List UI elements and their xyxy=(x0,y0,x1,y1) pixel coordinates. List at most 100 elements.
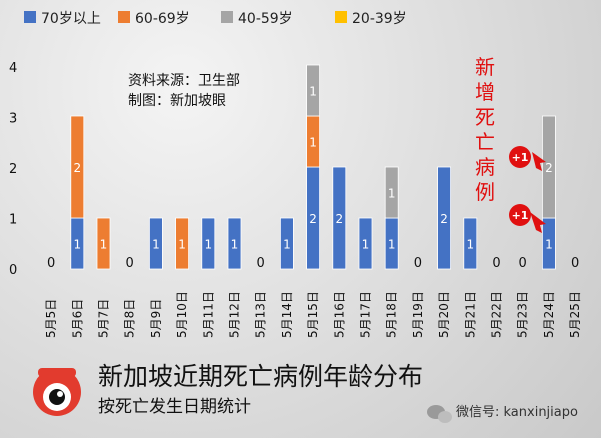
bar-segment xyxy=(437,166,452,270)
x-tick-label: 5月21日 xyxy=(463,291,477,338)
bar-value-label: 1 xyxy=(152,238,160,252)
plus-label-1: +1 xyxy=(512,151,529,164)
x-tick-label: 5月25日 xyxy=(568,291,582,338)
bar-value-label: 1 xyxy=(231,238,239,252)
bar-segment xyxy=(70,115,85,219)
y-tick-label: 1 xyxy=(9,213,17,228)
source-line-2: 制图：新加坡眼 xyxy=(128,93,226,109)
watermark-text: 微信号: kanxinjiapo xyxy=(456,405,578,420)
zero-value-label: 0 xyxy=(571,256,579,271)
annotation-char: 新 xyxy=(475,55,495,79)
bar-segment xyxy=(227,217,242,270)
x-tick-label: 5月5日 xyxy=(44,299,58,338)
bar-value-label: 1 xyxy=(100,238,108,252)
bar-value-label: 2 xyxy=(335,212,343,226)
x-tick-label: 5月20日 xyxy=(437,291,451,338)
bar-segment xyxy=(542,115,556,219)
legend-label: 60-69岁 xyxy=(135,11,190,27)
legend-label: 70岁以上 xyxy=(41,11,101,27)
x-tick-label: 5月22日 xyxy=(490,291,504,338)
annotation-char: 亡 xyxy=(475,130,495,154)
bar-segment xyxy=(306,64,321,117)
zero-value-label: 0 xyxy=(126,256,134,271)
bar-value-label: 1 xyxy=(178,238,186,252)
zero-value-label: 0 xyxy=(519,256,527,271)
annotation-char: 增 xyxy=(475,80,495,104)
legend-swatch xyxy=(335,11,347,23)
arrow-icon xyxy=(530,212,546,233)
plus-label-2: +1 xyxy=(512,209,529,222)
bar-segment xyxy=(175,217,190,270)
bars: 0 1 2 1 0 1 1 1 1 0 1 2 1 1 2 1 1 1 0 2 1 0 0 1 2 0 xyxy=(47,64,579,271)
plus-marker-1: +1 xyxy=(509,146,546,171)
bar-segment xyxy=(201,217,216,270)
plus-marker-2: +1 xyxy=(509,204,546,233)
chart-title: 新加坡近期死亡病例年龄分布 xyxy=(98,362,423,391)
bar-segment xyxy=(358,217,373,270)
bar-value-label: 2 xyxy=(440,212,448,226)
bar-value-label: 1 xyxy=(362,238,370,252)
x-tick-label: 5月6日 xyxy=(70,299,84,338)
annotation-char: 例 xyxy=(475,180,495,204)
bar-value-label: 1 xyxy=(283,238,291,252)
wechat-icon xyxy=(427,405,452,423)
x-tick-label: 5月10日 xyxy=(175,291,189,338)
bar-segment xyxy=(332,166,347,270)
x-tick-label: 5月24日 xyxy=(542,291,556,338)
x-tick-label: 5月14日 xyxy=(280,291,294,338)
bar-segment xyxy=(279,217,294,270)
x-tick-label: 5月15日 xyxy=(306,291,320,338)
annotation-char: 病 xyxy=(475,155,495,179)
y-axis: 0 1 2 3 4 xyxy=(9,61,17,278)
bar-value-label: 2 xyxy=(73,161,81,175)
bar-value-label: 2 xyxy=(545,161,553,175)
bar-segment xyxy=(148,217,163,270)
x-tick-label: 5月16日 xyxy=(332,291,346,338)
x-tick-label: 5月9日 xyxy=(149,299,163,338)
x-tick-label: 5月13日 xyxy=(254,291,268,338)
legend-label: 40-59岁 xyxy=(238,11,293,27)
x-tick-label: 5月11日 xyxy=(201,291,215,338)
x-tick-label: 5月23日 xyxy=(516,291,530,338)
zero-value-label: 0 xyxy=(47,256,55,271)
x-tick-label: 5月17日 xyxy=(359,291,373,338)
bar-value-label: 1 xyxy=(73,238,81,252)
annotation-char: 死 xyxy=(475,105,495,129)
bar-value-label: 1 xyxy=(388,238,396,252)
y-tick-label: 0 xyxy=(9,263,17,278)
x-tick-label: 5月8日 xyxy=(123,299,137,338)
y-tick-label: 2 xyxy=(9,162,17,177)
bar-segment xyxy=(384,166,399,219)
bar-value-label: 2 xyxy=(309,212,317,226)
y-tick-label: 4 xyxy=(9,61,17,76)
chart-subtitle: 按死亡发生日期统计 xyxy=(98,397,251,417)
zero-value-label: 0 xyxy=(492,256,500,271)
legend-swatch xyxy=(118,11,130,23)
bar-segment xyxy=(463,217,478,270)
bar-value-label: 1 xyxy=(309,136,317,150)
bar-value-label: 1 xyxy=(545,238,553,252)
logo xyxy=(33,368,81,416)
bar-segment xyxy=(96,217,111,270)
legend-swatch xyxy=(221,11,233,23)
legend-swatch xyxy=(24,11,36,23)
bar-value-label: 1 xyxy=(309,85,317,99)
x-tick-label: 5月12日 xyxy=(228,291,242,338)
legend-label: 20-39岁 xyxy=(352,11,407,27)
bar-value-label: 1 xyxy=(204,238,212,252)
legend: 70岁以上 60-69岁 40-59岁 20-39岁 xyxy=(24,11,407,27)
x-tick-label: 5月19日 xyxy=(411,291,425,338)
x-tick-label: 5月18日 xyxy=(385,291,399,338)
source-line-1: 资料来源：卫生部 xyxy=(128,73,240,89)
x-tick-label: 5月7日 xyxy=(97,299,111,338)
x-axis: 5月5日 5月6日 5月7日 5月8日 5月9日 5月10日 5月11日 5月12日 5月13日… xyxy=(44,291,582,338)
arrow-icon xyxy=(532,152,546,171)
zero-value-label: 0 xyxy=(257,256,265,271)
y-tick-label: 3 xyxy=(9,112,17,127)
zero-value-label: 0 xyxy=(414,256,422,271)
bar-value-label: 1 xyxy=(466,238,474,252)
bar-value-label: 1 xyxy=(388,187,396,201)
